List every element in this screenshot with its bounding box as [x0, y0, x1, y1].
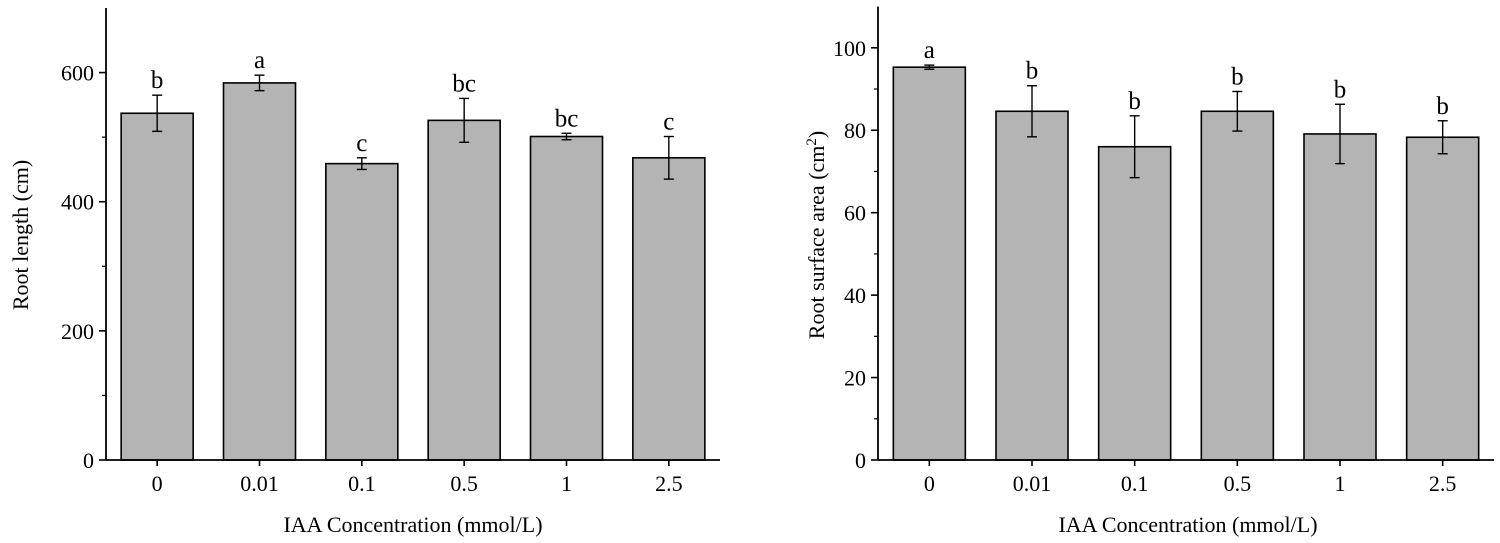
bar: [1097, 145, 1172, 461]
bar: [222, 82, 297, 461]
x-tick-label: 2.5: [655, 471, 683, 496]
bar: [120, 112, 194, 461]
y-tick-label: 400: [61, 190, 94, 215]
bar: [427, 119, 501, 461]
bar: [1405, 136, 1480, 461]
y-tick-label: 600: [61, 61, 94, 86]
significance-label: b: [151, 67, 164, 94]
significance-label: a: [924, 37, 935, 64]
significance-label: c: [663, 109, 674, 136]
x-tick-label: 1: [561, 471, 572, 496]
x-tick-label: 0.1: [348, 471, 376, 496]
y-tick-label: 0: [855, 448, 866, 473]
x-tick-label: 1: [1335, 471, 1346, 496]
bar: [892, 66, 967, 461]
x-axis-title: IAA Concentration (mmol/L): [283, 512, 542, 537]
significance-label: c: [356, 130, 367, 157]
significance-label: b: [1231, 63, 1244, 90]
x-tick-label: 0.01: [1013, 471, 1052, 496]
significance-label: bc: [452, 70, 476, 97]
x-tick-label: 0.5: [450, 471, 478, 496]
significance-label: b: [1334, 76, 1347, 103]
significance-label: b: [1026, 58, 1039, 85]
root-length-chart: Root length (cm) IAA Concentration (mmol…: [8, 8, 720, 537]
y-tick-label: 60: [844, 201, 866, 226]
x-tick-label: 0: [924, 471, 935, 496]
bar: [995, 110, 1069, 461]
y-axis-title: Root length (cm): [8, 160, 33, 310]
bar: [529, 135, 604, 461]
x-tick-label: 0.1: [1121, 471, 1149, 496]
y-tick-label: 100: [833, 36, 866, 61]
root-surface-area-chart: Root surface area (cm2) IAA Concentratio…: [804, 6, 1494, 537]
x-axis-title: IAA Concentration (mmol/L): [1058, 512, 1317, 537]
y-tick-label: 40: [844, 283, 866, 308]
bar: [1200, 110, 1275, 461]
significance-label: b: [1128, 88, 1141, 115]
bar: [632, 157, 706, 461]
significance-label: a: [254, 47, 265, 74]
y-tick-label: 80: [844, 118, 866, 143]
significance-label: b: [1436, 93, 1449, 120]
bar: [325, 162, 399, 461]
y-tick-label: 200: [61, 319, 94, 344]
y-axis-title: Root surface area (cm2): [804, 131, 829, 339]
x-tick-label: 0.5: [1224, 471, 1252, 496]
x-tick-label: 2.5: [1429, 471, 1457, 496]
x-tick-label: 0.01: [240, 471, 279, 496]
y-tick-label: 20: [844, 366, 866, 391]
x-tick-label: 0: [152, 471, 163, 496]
significance-label: bc: [555, 105, 579, 132]
y-tick-label: 0: [83, 448, 94, 473]
bar: [1303, 133, 1377, 461]
